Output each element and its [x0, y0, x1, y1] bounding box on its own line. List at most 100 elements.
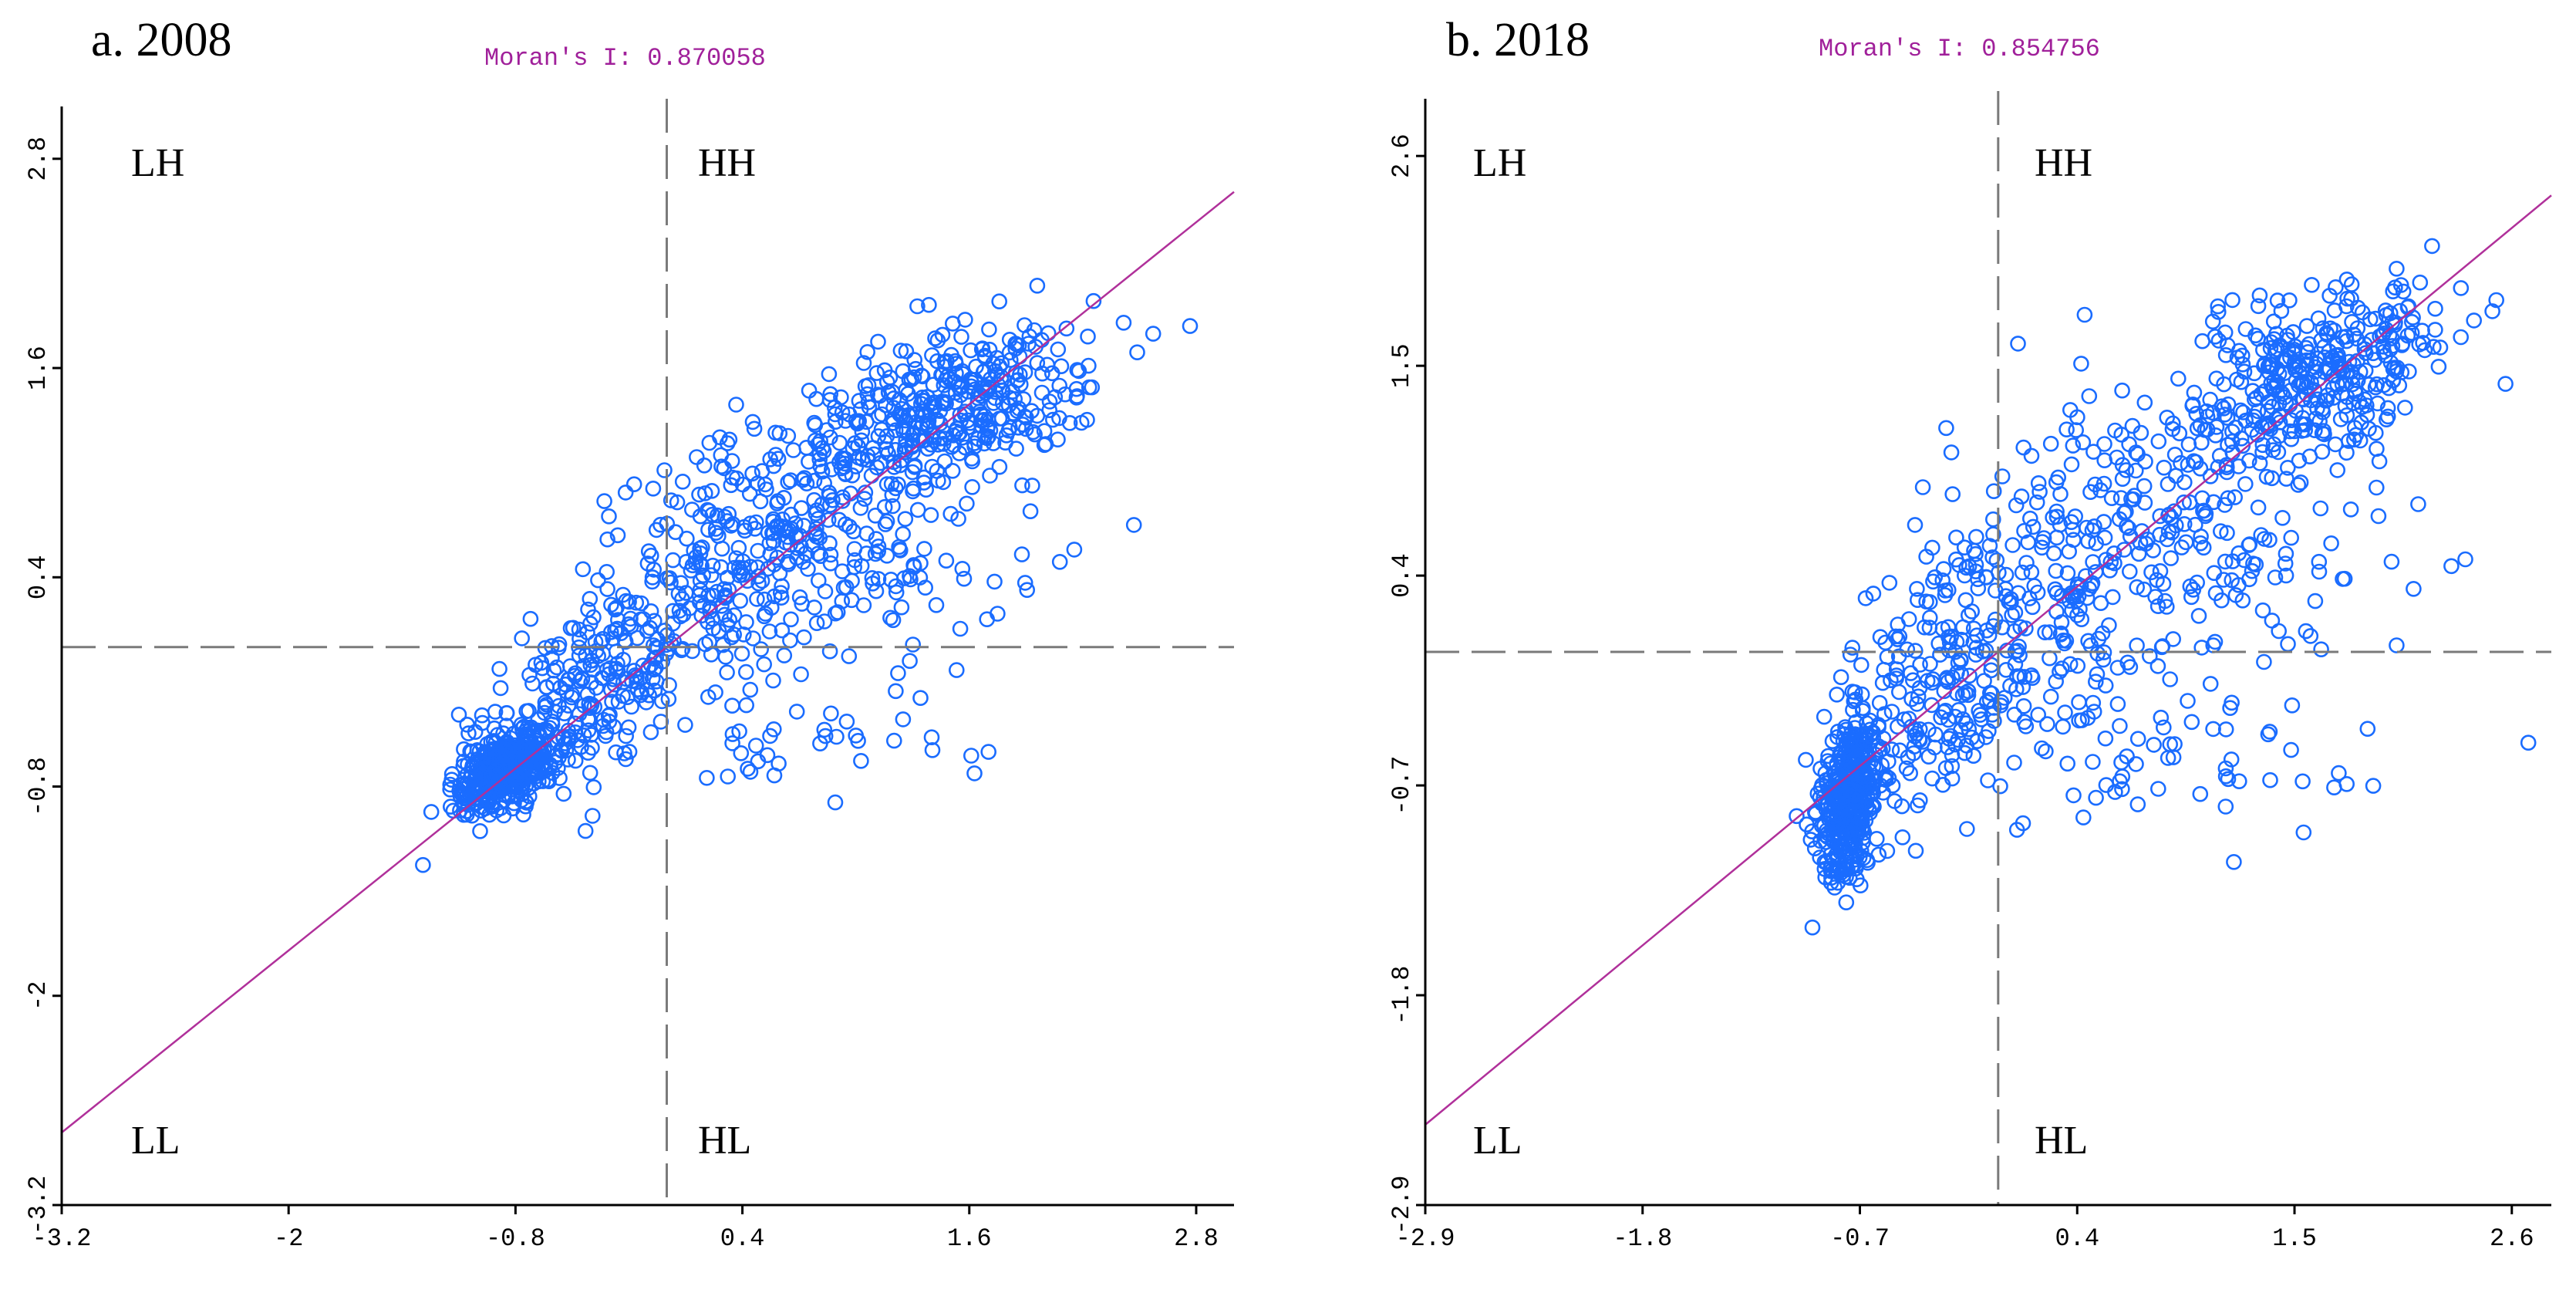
scatter-point	[2178, 534, 2194, 551]
scatter-point	[601, 508, 617, 525]
scatter-point	[2183, 714, 2200, 731]
scatter-point	[859, 343, 875, 360]
scatter-point	[443, 765, 460, 782]
scatter-point	[823, 705, 839, 722]
scatter-point	[1001, 344, 1018, 361]
scatter-point	[732, 592, 749, 609]
scatter-point	[877, 516, 894, 532]
scatter-point	[1907, 517, 1924, 533]
scatter-point	[1912, 657, 1928, 673]
scatter-point	[2412, 274, 2429, 291]
scatter-point	[1957, 567, 1973, 584]
scatter-point	[821, 366, 838, 383]
scatter-point	[858, 545, 875, 562]
scatter-point	[1957, 592, 1974, 609]
scatter-point	[838, 451, 854, 468]
scatter-point	[2246, 365, 2263, 382]
scatter-point	[1084, 379, 1101, 396]
scatter-point	[1921, 619, 1938, 636]
scatter-point	[748, 514, 764, 531]
scatter-point	[2283, 741, 2299, 758]
scatter-point	[827, 794, 844, 811]
scatter-point	[1957, 684, 1974, 701]
scatter-point	[756, 591, 773, 608]
scatter-point	[870, 408, 887, 424]
scatter-point	[1816, 708, 1833, 725]
scatter-point	[2173, 539, 2190, 555]
scatter-point	[523, 719, 539, 736]
scatter-point	[776, 647, 793, 663]
scatter-point	[2030, 474, 2047, 491]
scatter-point	[808, 528, 824, 545]
quadrant-label-hl-2018: HL	[2035, 1119, 2088, 1163]
scatter-point	[585, 661, 602, 678]
scatter-point	[765, 721, 782, 738]
scatter-point	[822, 546, 839, 563]
scatter-point	[1912, 792, 1928, 809]
scatter-point	[1961, 721, 1978, 738]
scatter-point	[2331, 765, 2347, 782]
scatter-point	[2037, 624, 2053, 641]
scatter-point	[598, 563, 615, 580]
scatter-point	[692, 582, 709, 599]
scatter-point	[567, 752, 584, 769]
scatter-point	[788, 704, 805, 720]
scatter-point	[2162, 671, 2178, 687]
scatter-point	[1039, 356, 1056, 373]
scatter-point	[628, 594, 645, 611]
scatter-point	[771, 565, 788, 582]
scatter-point	[2058, 633, 2075, 649]
scatter-point	[2302, 628, 2319, 644]
scatter-point	[870, 571, 887, 587]
scatter-point	[2294, 390, 2311, 407]
scatter-point	[2102, 554, 2119, 570]
scatter-point	[2176, 515, 2193, 532]
scatter-point	[2241, 537, 2257, 553]
scatter-point	[852, 401, 869, 417]
scatter-point	[472, 823, 488, 839]
scatter-point	[709, 507, 726, 524]
scatter-point	[980, 428, 996, 445]
scatter-point	[1911, 680, 1928, 697]
scatter-point	[692, 540, 708, 557]
scatter-point	[2369, 479, 2385, 496]
scatter-point	[1073, 414, 1090, 431]
scatter-point	[893, 599, 910, 616]
scatter-point	[797, 545, 814, 562]
scatter-point	[2298, 623, 2315, 640]
scatter-point	[2389, 360, 2406, 376]
scatter-point	[1910, 688, 1927, 705]
scatter-point	[1909, 696, 1925, 712]
scatter-point	[1041, 402, 1057, 419]
scatter-point	[719, 569, 736, 586]
scatter-point	[491, 660, 507, 677]
scatter-point	[936, 453, 953, 470]
scatter-point	[609, 612, 626, 628]
scatter-point	[2277, 555, 2294, 572]
scatter-point	[1071, 363, 1087, 380]
scatter-point	[959, 495, 975, 512]
scatter-point	[2142, 648, 2158, 664]
scatter-point	[1115, 314, 1132, 331]
scatter-point	[2042, 650, 2058, 667]
quadrant-label-hh-2008: HH	[698, 141, 756, 185]
scatter-point	[909, 298, 926, 315]
scatter-point	[904, 439, 920, 455]
scatter-point	[2311, 563, 2328, 580]
scatter-point	[2054, 587, 2070, 604]
scatter-point	[1944, 747, 1961, 763]
scatter-point	[789, 549, 805, 566]
scatter-point	[793, 666, 809, 683]
scatter-point	[708, 525, 724, 541]
scatter-point	[2085, 754, 2101, 770]
scatter-point	[2339, 290, 2355, 307]
scatter-point	[577, 822, 594, 839]
scatter-point	[1968, 528, 1984, 545]
scatter-point	[2018, 555, 2035, 571]
scatter-point	[2065, 532, 2082, 549]
scatter-point	[2160, 476, 2176, 492]
scatter-point	[2022, 510, 2038, 527]
scatter-point	[2384, 338, 2401, 354]
scatter-point	[2119, 654, 2136, 671]
scatter-point	[623, 698, 640, 715]
